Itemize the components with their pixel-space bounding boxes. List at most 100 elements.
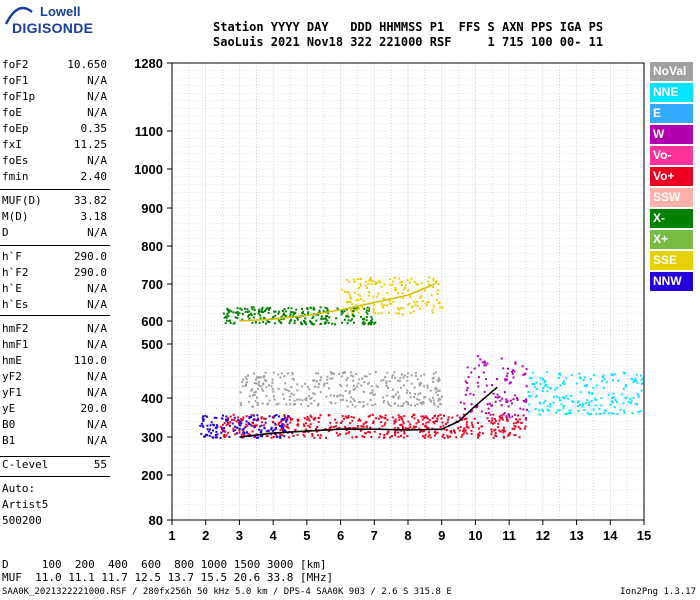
echo-point [408,302,411,305]
echo-point [320,315,323,318]
echo-point [544,380,547,383]
echo-point [507,413,510,416]
echo-point [327,387,330,390]
echo-point [237,419,240,422]
param-row-fmin: fmin 2.40 [2,169,107,185]
echo-point [503,411,506,414]
echo-point [604,409,607,412]
echo-point [308,426,311,429]
echo-point [365,280,368,283]
echo-point [419,307,422,310]
echo-point [386,304,389,307]
echo-point [259,425,262,428]
echo-point [345,399,348,402]
echo-point [253,391,256,394]
echo-point [256,402,259,405]
echo-point [403,415,406,418]
echo-point [340,399,343,402]
echo-point [365,420,368,423]
echo-point [353,280,356,283]
echo-point [270,428,273,431]
echo-point [283,429,286,432]
echo-point [421,423,424,426]
echo-point [533,385,536,388]
echo-point [591,392,594,395]
echo-point [291,377,294,380]
echo-point [435,387,438,390]
echo-point [346,322,349,325]
echo-point [557,376,560,379]
echo-point [245,415,248,418]
echo-point [239,402,242,405]
echo-point [259,376,262,379]
echo-point [513,428,516,431]
echo-point [279,425,282,428]
echo-point [300,403,303,406]
echo-point [264,418,267,421]
echo-point [581,405,584,408]
echo-point [393,420,396,423]
param-value: N/A [87,74,107,87]
echo-point [414,404,417,407]
echo-point [340,288,343,291]
y-tick-label: 1000 [134,162,163,177]
echo-point [589,378,592,381]
echo-point [284,315,287,318]
echo-point [437,415,440,418]
echo-point [402,384,405,387]
echo-point [328,316,331,319]
echo-point [202,425,205,428]
echo-point [277,310,280,313]
echo-point [245,381,248,384]
echo-point [370,385,373,388]
echo-point [237,421,240,424]
echo-point [352,426,355,429]
echo-point [329,401,332,404]
echo-point [534,408,537,411]
echo-point [282,393,285,396]
echo-point [371,280,374,283]
echo-point [305,397,308,400]
echo-point [386,401,389,404]
echo-point [364,432,367,435]
param-row-foep: foEp 0.35 [2,121,107,137]
echo-point [265,380,268,383]
echo-point [260,421,263,424]
param-row-hes: h`Es N/A [2,297,107,313]
param-row-md: M(D) 3.18 [2,209,107,225]
echo-point [316,425,319,428]
echo-point [505,375,508,378]
echo-point [228,424,231,427]
echo-point [383,303,386,306]
echo-point [545,371,548,374]
echo-point [611,412,614,415]
echo-point [360,284,363,287]
echo-point [405,427,408,430]
header-labels: Station YYYY DAY DDD HHMMSS P1 FFS S AXN… [213,20,604,34]
echo-point [224,418,227,421]
echo-point [287,436,290,439]
echo-point [494,428,497,431]
echo-point [385,380,388,383]
echo-point [345,315,348,318]
echo-point [423,385,426,388]
echo-point [417,393,420,396]
echo-point [634,402,637,405]
echo-point [568,409,571,412]
echo-point [399,281,402,284]
echo-point [288,398,291,401]
echo-point [585,402,588,405]
echo-point [248,422,251,425]
echo-point [280,322,283,325]
echo-point [478,364,481,367]
echo-point [228,435,231,438]
echo-point [331,377,334,380]
echo-point [253,426,256,429]
echo-point [284,416,287,419]
echo-point [365,425,368,428]
echo-point [341,372,344,375]
param-label: hmF1 [2,338,29,351]
echo-point [505,378,508,381]
echo-point [359,401,362,404]
echo-point [390,302,393,305]
